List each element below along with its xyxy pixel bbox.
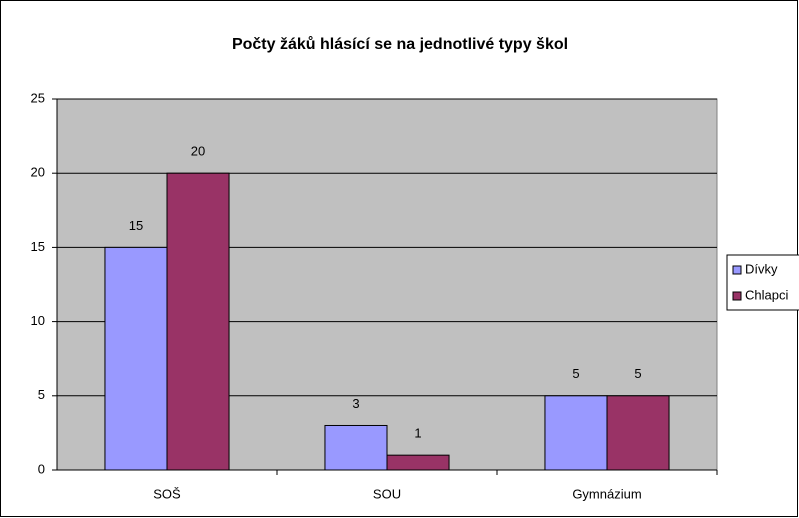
data-label: 1 [414, 426, 421, 441]
bar [606, 395, 670, 471]
legend-label: Chlapci [745, 287, 788, 302]
legend-swatch [732, 291, 742, 301]
chart-title: Počty žáků hlásící se na jednotlivé typy… [232, 36, 568, 53]
y-tick-label: 25 [31, 90, 45, 105]
data-label: 20 [191, 144, 205, 159]
bar [166, 172, 230, 471]
bar [386, 454, 450, 471]
x-tick-label: Gymnázium [572, 486, 641, 501]
y-tick-label: 20 [31, 165, 45, 180]
x-tick-label: SOU [373, 486, 401, 501]
legend-swatch [732, 265, 742, 275]
y-tick-label: 5 [38, 387, 45, 402]
data-label: 5 [572, 366, 579, 381]
x-tick-label: SOŠ [153, 486, 181, 501]
legend-label: Dívky [745, 261, 778, 276]
bar [104, 246, 168, 471]
legend-box [726, 254, 799, 311]
data-label: 3 [352, 396, 359, 411]
y-tick-label: 0 [38, 461, 45, 476]
bar [544, 395, 608, 471]
data-label: 15 [129, 218, 143, 233]
data-label: 5 [634, 366, 641, 381]
y-tick-label: 15 [31, 239, 45, 254]
y-tick-label: 10 [31, 313, 45, 328]
bar [324, 424, 388, 471]
